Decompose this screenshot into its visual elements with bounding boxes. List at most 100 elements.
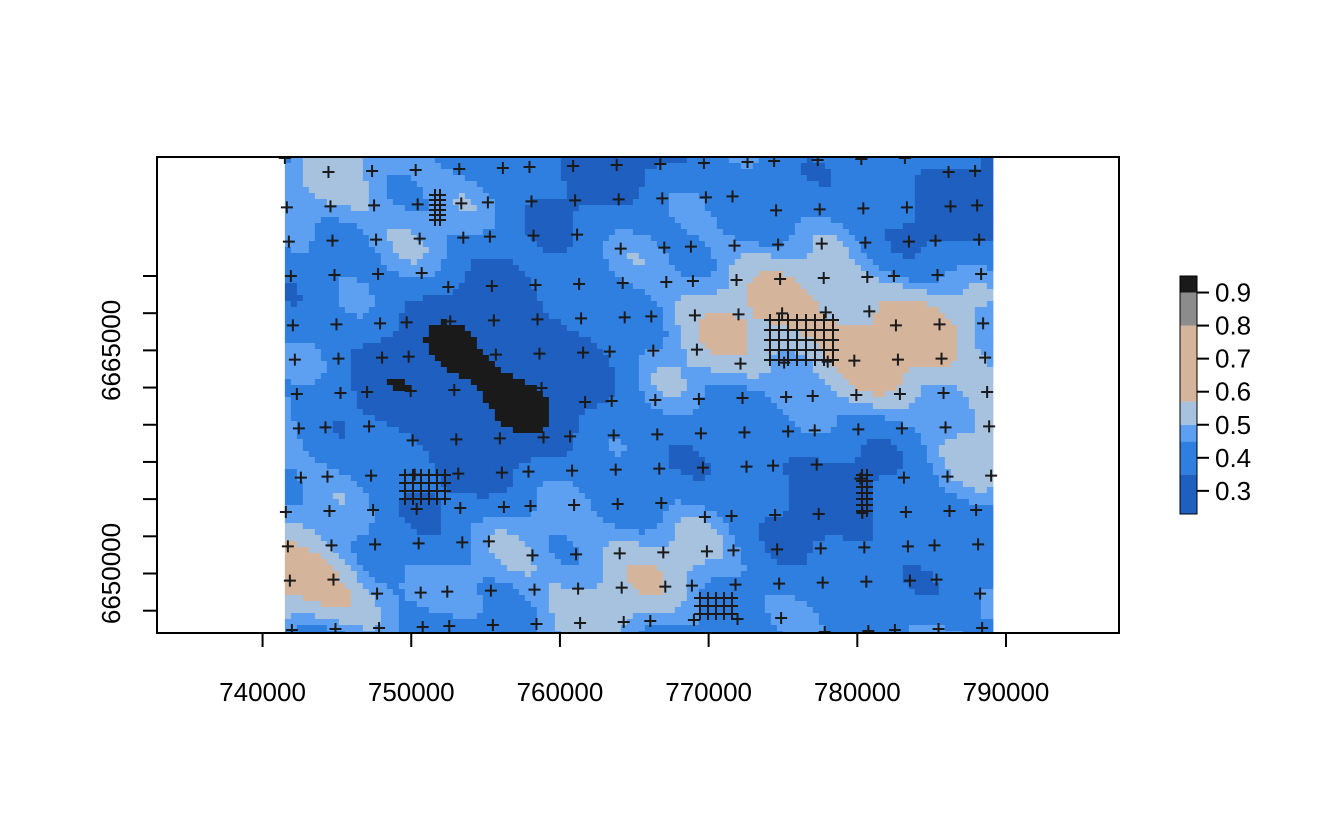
raster-cell	[614, 265, 622, 272]
raster-cell	[386, 385, 394, 392]
raster-cell	[458, 259, 466, 266]
raster-cell	[560, 253, 568, 260]
raster-cell	[986, 379, 994, 386]
raster-cell	[494, 235, 502, 242]
raster-cell	[314, 373, 322, 380]
raster-cell	[752, 391, 760, 398]
raster-cell	[800, 289, 808, 296]
raster-cell	[734, 283, 742, 290]
raster-cell	[422, 397, 430, 404]
raster-cell	[368, 313, 376, 320]
raster-cell	[854, 181, 862, 188]
raster-cell	[914, 349, 922, 356]
raster-cell	[710, 391, 718, 398]
raster-cell	[422, 385, 430, 392]
raster-cell	[326, 313, 334, 320]
raster-cell	[380, 163, 388, 170]
raster-cell	[932, 193, 940, 200]
raster-cell	[482, 295, 490, 302]
raster-cell	[746, 241, 754, 248]
raster-cell	[860, 307, 868, 314]
raster-cell	[956, 271, 964, 278]
raster-cell	[734, 355, 742, 362]
raster-cell	[944, 223, 952, 230]
raster-cell	[344, 355, 352, 362]
raster-cell	[638, 361, 646, 368]
raster-cell	[890, 331, 898, 338]
raster-cell	[344, 253, 352, 260]
raster-cell	[896, 217, 904, 224]
raster-cell	[434, 253, 442, 260]
raster-cell	[614, 229, 622, 236]
raster-cell	[968, 175, 976, 182]
raster-cell	[296, 247, 304, 254]
raster-cell	[338, 409, 346, 416]
raster-cell	[710, 235, 718, 242]
raster-cell	[374, 187, 382, 194]
raster-cell	[464, 193, 472, 200]
raster-cell	[710, 187, 718, 194]
raster-cell	[962, 361, 970, 368]
raster-cell	[488, 193, 496, 200]
raster-cell	[806, 175, 814, 182]
raster-cell	[308, 169, 316, 176]
raster-cell	[302, 181, 310, 188]
raster-cell	[776, 211, 784, 218]
raster-cell	[308, 331, 316, 338]
raster-cell	[680, 169, 688, 176]
raster-cell	[974, 403, 982, 410]
raster-cell	[902, 217, 910, 224]
raster-cell	[362, 409, 370, 416]
raster-cell	[914, 247, 922, 254]
raster-cell	[788, 385, 796, 392]
raster-cell	[986, 223, 994, 230]
raster-cell	[548, 205, 556, 212]
raster-cell	[764, 217, 772, 224]
raster-cell	[770, 403, 778, 410]
raster-cell	[800, 277, 808, 284]
raster-cell	[338, 253, 346, 260]
raster-cell	[386, 331, 394, 338]
raster-cell	[446, 253, 454, 260]
raster-cell	[698, 247, 706, 254]
raster-cell	[488, 403, 496, 410]
raster-cell	[500, 223, 508, 230]
raster-cell	[902, 259, 910, 266]
raster-cell	[464, 271, 472, 278]
raster-cell	[314, 163, 322, 170]
raster-cell	[620, 175, 628, 182]
raster-cell	[656, 271, 664, 278]
raster-cell	[818, 271, 826, 278]
raster-cell	[698, 313, 706, 320]
raster-cell	[524, 325, 532, 332]
raster-cell	[698, 163, 706, 170]
raster-cell	[596, 385, 604, 392]
raster-cell	[656, 295, 664, 302]
raster-cell	[746, 397, 754, 404]
raster-cell	[932, 361, 940, 368]
raster-cell	[926, 319, 934, 326]
raster-cell	[656, 253, 664, 260]
raster-cell	[332, 223, 340, 230]
raster-cell	[926, 247, 934, 254]
raster-cell	[974, 187, 982, 194]
raster-cell	[356, 187, 364, 194]
raster-cell	[734, 211, 742, 218]
raster-cell	[938, 367, 946, 374]
raster-cell	[932, 403, 940, 410]
raster-cell	[758, 319, 766, 326]
raster-cell	[944, 337, 952, 344]
raster-cell	[338, 163, 346, 170]
raster-cell	[794, 379, 802, 386]
raster-cell	[548, 211, 556, 218]
raster-cell	[722, 163, 730, 170]
raster-cell	[590, 307, 598, 314]
raster-cell	[296, 313, 304, 320]
raster-cell	[302, 229, 310, 236]
raster-cell	[398, 223, 406, 230]
raster-cell	[716, 355, 724, 362]
raster-cell	[620, 403, 628, 410]
raster-cell	[950, 235, 958, 242]
raster-cell	[716, 229, 724, 236]
raster-cell	[872, 223, 880, 230]
